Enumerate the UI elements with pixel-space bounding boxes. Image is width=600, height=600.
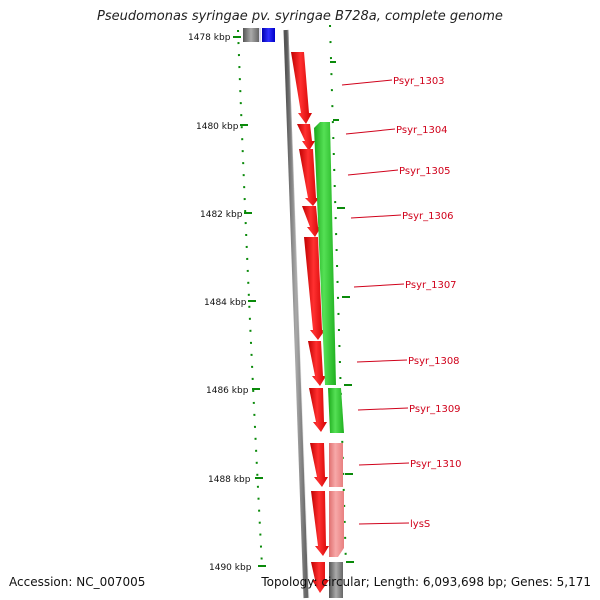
label-leaders bbox=[341, 79, 410, 525]
gene-gray-bottom bbox=[329, 562, 343, 598]
gene-pale-2[interactable] bbox=[329, 491, 344, 557]
genome-backbone-edge bbox=[287, 29, 310, 599]
tick-label-1486: 1486 kbp bbox=[206, 386, 249, 396]
genome-title: Pseudomonas syringae pv. syringae B728a,… bbox=[97, 9, 503, 24]
scale-ticks: 1478 kbp 1480 kbp 1482 kbp 1484 kbp 1486… bbox=[188, 33, 266, 573]
tick-label-1484: 1484 kbp bbox=[204, 298, 247, 308]
gene-arrow-psyr-1307[interactable] bbox=[304, 237, 325, 340]
accession-label: Accession: NC_007005 bbox=[9, 575, 146, 589]
tick-label-1490: 1490 kbp bbox=[209, 563, 252, 573]
top-gray-feature bbox=[243, 28, 259, 42]
gene-pale-1[interactable] bbox=[329, 443, 343, 487]
gene-label-psyr-1310[interactable]: Psyr_1310 bbox=[410, 459, 462, 470]
forward-strand-genes bbox=[291, 52, 329, 593]
outer-guide-ring bbox=[329, 24, 347, 567]
genome-backbone bbox=[283, 29, 309, 599]
gene-arrow-psyr-1304[interactable] bbox=[297, 124, 315, 151]
gene-label-psyr-1303[interactable]: Psyr_1303 bbox=[393, 76, 445, 87]
outer-ring-ticks bbox=[330, 61, 354, 563]
gene-arrow-lyss[interactable] bbox=[311, 491, 329, 556]
topology-label: Topology: circular; Length: 6,093,698 bp… bbox=[261, 575, 591, 589]
gene-label-psyr-1307[interactable]: Psyr_1307 bbox=[405, 280, 457, 291]
tick-label-1480: 1480 kbp bbox=[196, 122, 239, 132]
gene-label-psyr-1308[interactable]: Psyr_1308 bbox=[408, 356, 460, 367]
gene-arrow-psyr-1310[interactable] bbox=[310, 443, 328, 487]
gene-label-psyr-1305[interactable]: Psyr_1305 bbox=[399, 166, 451, 177]
gene-label-lyss[interactable]: lysS bbox=[410, 519, 430, 530]
gene-arrow-psyr-1305[interactable] bbox=[299, 149, 319, 206]
top-light-feature bbox=[259, 28, 261, 42]
tick-label-1488: 1488 kbp bbox=[208, 475, 251, 485]
gene-arrow-green-long[interactable] bbox=[314, 122, 336, 385]
gene-arrow-psyr-1306[interactable] bbox=[302, 206, 321, 237]
top-features bbox=[243, 28, 275, 42]
gene-arrow-psyr-1303[interactable] bbox=[291, 52, 312, 124]
gene-label-psyr-1309[interactable]: Psyr_1309 bbox=[409, 404, 461, 415]
gene-label-psyr-1304[interactable]: Psyr_1304 bbox=[396, 125, 448, 136]
reverse-strand-genes bbox=[314, 122, 344, 433]
top-blue-feature bbox=[262, 28, 275, 42]
pale-genes bbox=[329, 443, 344, 598]
gene-arrow-psyr-1309[interactable] bbox=[309, 388, 327, 432]
gene-arrow-bottom[interactable] bbox=[311, 562, 329, 593]
tick-label-1478: 1478 kbp bbox=[188, 33, 231, 43]
gene-arrow-psyr-1308[interactable] bbox=[308, 341, 326, 386]
gene-labels: Psyr_1303 Psyr_1304 Psyr_1305 Psyr_1306 … bbox=[393, 76, 462, 530]
gene-arrow-green-short[interactable] bbox=[328, 388, 344, 433]
gene-label-psyr-1306[interactable]: Psyr_1306 bbox=[402, 211, 454, 222]
tick-label-1482: 1482 kbp bbox=[200, 210, 243, 220]
